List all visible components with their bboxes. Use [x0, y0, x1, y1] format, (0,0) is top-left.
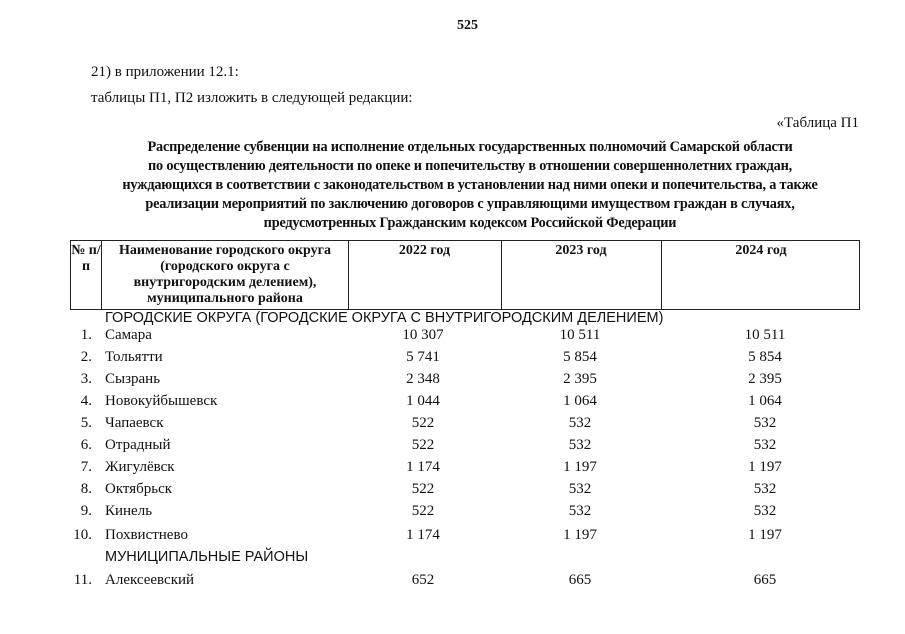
- row-num: 7.: [80, 459, 92, 475]
- value-2024: 665: [753, 572, 777, 588]
- row-name: Отрадный: [105, 437, 171, 453]
- value-2022: 522: [411, 503, 435, 519]
- row-num: 6.: [80, 437, 92, 453]
- table-row: 10. Похвистнево 1 174 1 197 1 197: [0, 527, 905, 549]
- row-num: 3.: [80, 371, 92, 387]
- value-2023: 532: [568, 481, 592, 497]
- row-name: Сызрань: [105, 371, 161, 387]
- header-num: № п/п: [71, 243, 101, 274]
- title-line: по осуществлению деятельности по опеке и…: [147, 158, 793, 174]
- value-2024: 532: [753, 481, 777, 497]
- row-name: Похвистнево: [105, 527, 188, 543]
- table-row: 11. Алексеевский 652 665 665: [0, 572, 905, 594]
- value-2023: 2 395: [563, 371, 597, 387]
- divider: [348, 241, 349, 309]
- intro-line-2: таблицы П1, П2 изложить в следующей реда…: [91, 90, 413, 106]
- value-2022: 10 307: [402, 327, 444, 343]
- value-2023: 5 854: [563, 349, 597, 365]
- value-2023: 1 197: [563, 459, 597, 475]
- row-name: Тольятти: [105, 349, 163, 365]
- intro-line-1: 21) в приложении 12.1:: [91, 64, 239, 80]
- table-label: «Таблица П1: [776, 115, 860, 131]
- row-num: 5.: [80, 415, 92, 431]
- value-2023: 665: [568, 572, 592, 588]
- table-row: 4. Новокуйбышевск 1 044 1 064 1 064: [0, 393, 905, 415]
- table-row: 8. Октябрьск 522 532 532: [0, 481, 905, 503]
- section-municipal-districts: МУНИЦИПАЛЬНЫЕ РАЙОНЫ: [105, 549, 309, 565]
- table-title: Распределение субвенции на исполнение от…: [60, 138, 880, 233]
- value-2023: 10 511: [559, 327, 601, 343]
- value-2022: 522: [411, 415, 435, 431]
- value-2024: 1 197: [748, 459, 782, 475]
- header-2022: 2022 год: [398, 243, 451, 258]
- value-2023: 532: [568, 415, 592, 431]
- table-row: 3. Сызрань 2 348 2 395 2 395: [0, 371, 905, 393]
- value-2022: 1 174: [406, 527, 440, 543]
- divider: [661, 241, 662, 309]
- table-row: 6. Отрадный 522 532 532: [0, 437, 905, 459]
- row-name: Кинель: [105, 503, 153, 519]
- value-2022: 652: [411, 572, 435, 588]
- value-2022: 1 174: [406, 459, 440, 475]
- divider: [501, 241, 502, 309]
- value-2024: 532: [753, 437, 777, 453]
- header-2023: 2023 год: [555, 243, 607, 258]
- table-row: 5. Чапаевск 522 532 532: [0, 415, 905, 437]
- title-line: предусмотренных Гражданским кодексом Рос…: [263, 215, 677, 231]
- value-2024: 5 854: [748, 349, 782, 365]
- value-2023: 532: [568, 503, 592, 519]
- row-name: Чапаевск: [105, 415, 164, 431]
- value-2024: 1 064: [748, 393, 782, 409]
- value-2022: 1 044: [406, 393, 440, 409]
- row-name: Октябрьск: [105, 481, 173, 497]
- table-header: № п/п Наименование городского округа (го…: [70, 240, 860, 310]
- table-row: 1. Самара 10 307 10 511 10 511: [0, 327, 905, 349]
- value-2023: 1 197: [563, 527, 597, 543]
- row-num: 1.: [80, 327, 92, 343]
- value-2024: 10 511: [744, 327, 786, 343]
- section-city-districts: ГОРОДСКИЕ ОКРУГА (ГОРОДСКИЕ ОКРУГА С ВНУ…: [105, 310, 664, 326]
- value-2023: 1 064: [563, 393, 597, 409]
- divider: [101, 241, 102, 309]
- page-number: 525: [457, 18, 478, 33]
- header-2024: 2024 год: [735, 243, 787, 258]
- row-name: Алексеевский: [105, 572, 195, 588]
- row-name: Самара: [105, 327, 152, 343]
- header-name: Наименование городского округа (городско…: [119, 243, 331, 306]
- value-2024: 1 197: [748, 527, 782, 543]
- title-line: нуждающихся в соответствии с законодател…: [122, 177, 818, 193]
- table-row: 2. Тольятти 5 741 5 854 5 854: [0, 349, 905, 371]
- row-num: 11.: [73, 572, 92, 588]
- row-num: 9.: [80, 503, 92, 519]
- value-2023: 532: [568, 437, 592, 453]
- title-line: Распределение субвенции на исполнение от…: [147, 139, 793, 155]
- value-2022: 522: [411, 481, 435, 497]
- value-2024: 532: [753, 503, 777, 519]
- row-num: 4.: [80, 393, 92, 409]
- table-row: 9. Кинель 522 532 532: [0, 503, 905, 525]
- row-name: Жигулёвск: [105, 459, 175, 475]
- value-2022: 5 741: [406, 349, 440, 365]
- table-row: 7. Жигулёвск 1 174 1 197 1 197: [0, 459, 905, 481]
- row-num: 2.: [80, 349, 92, 365]
- row-name: Новокуйбышевск: [105, 393, 218, 409]
- value-2022: 522: [411, 437, 435, 453]
- row-num: 10.: [73, 527, 92, 543]
- row-num: 8.: [80, 481, 92, 497]
- value-2024: 532: [753, 415, 777, 431]
- title-line: реализации мероприятий по заключению дог…: [145, 196, 795, 212]
- value-2022: 2 348: [406, 371, 440, 387]
- value-2024: 2 395: [748, 371, 782, 387]
